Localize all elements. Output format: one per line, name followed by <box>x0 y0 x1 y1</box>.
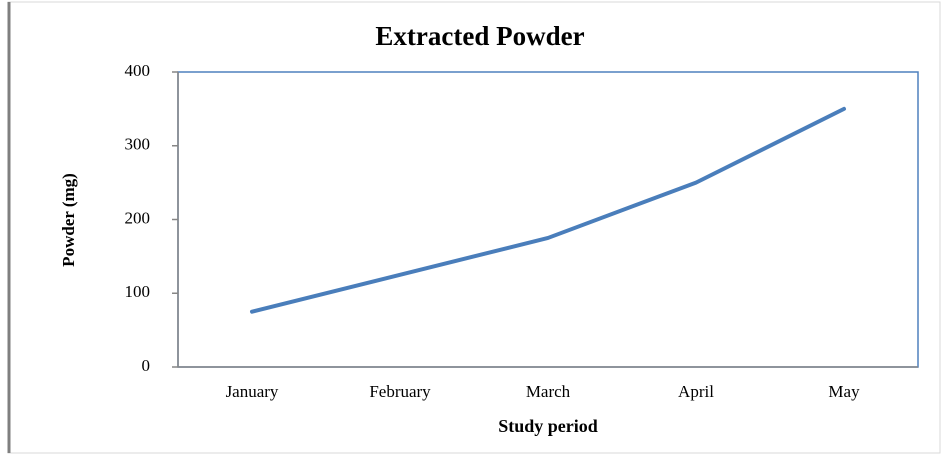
x-tick-label: April <box>678 382 714 401</box>
y-axis-label: Powder (mg) <box>59 173 78 267</box>
x-axis-label: Study period <box>498 416 598 436</box>
y-tick-label: 400 <box>125 61 151 80</box>
x-tick-label: February <box>369 382 431 401</box>
y-tick-label: 200 <box>125 208 151 227</box>
y-tick-label: 0 <box>142 356 151 375</box>
x-tick-label: May <box>828 382 860 401</box>
chart-title: Extracted Powder <box>375 21 584 51</box>
chart-frame <box>7 1 941 454</box>
data-line <box>250 106 846 314</box>
y-tick-label: 300 <box>125 135 151 154</box>
x-tick-label: March <box>526 382 571 401</box>
y-tick-label: 100 <box>125 282 151 301</box>
x-tick-label: January <box>226 382 279 401</box>
